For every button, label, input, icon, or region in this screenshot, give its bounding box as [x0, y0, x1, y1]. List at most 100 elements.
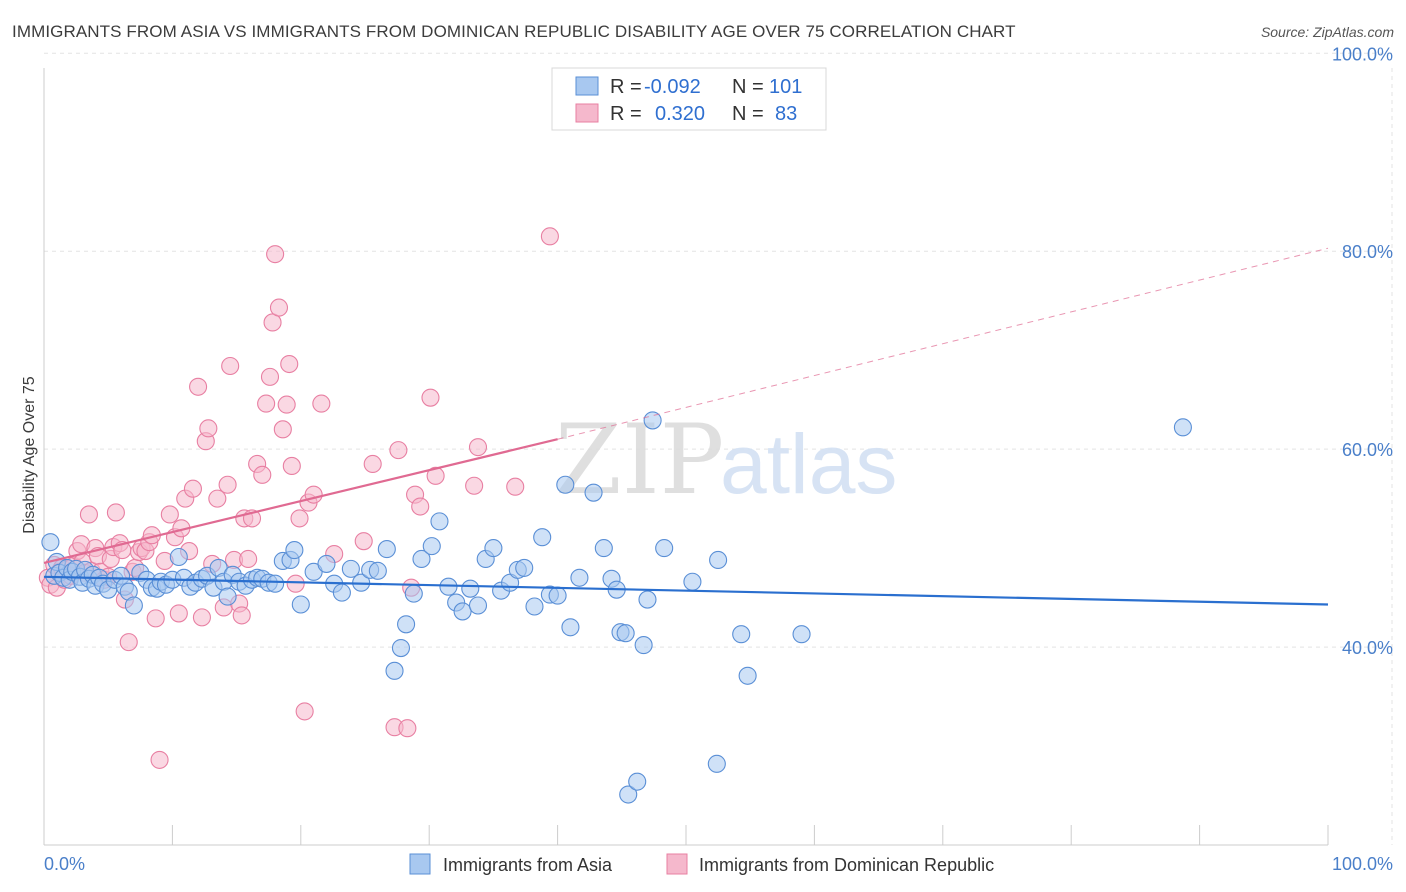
asia-point [397, 615, 416, 634]
asia-point [548, 586, 567, 605]
asia-point [317, 554, 336, 573]
asia-point [561, 618, 580, 637]
dominican-point [304, 485, 323, 504]
dominican-point [468, 438, 488, 457]
y-axis-title: Disability Age Over 75 [21, 376, 38, 534]
asia-point [368, 561, 387, 580]
trend-line-dominican [43, 438, 558, 565]
dominican-point [208, 489, 227, 508]
asia-point [453, 602, 472, 621]
dominican-point [398, 719, 417, 738]
asia-point [422, 537, 441, 556]
legend-dom-r: 0.320 [655, 103, 705, 125]
asia-point [404, 584, 423, 603]
dominican-point [160, 505, 179, 524]
asia-point [709, 550, 728, 570]
asia-point [430, 512, 449, 531]
dominican-point [290, 509, 309, 528]
dominican-point [269, 298, 289, 317]
dominican-point [277, 395, 296, 414]
dominican-point [411, 497, 430, 516]
top-legend: R = -0.092 N = 101 R = 0.320 N = 83 [551, 67, 827, 131]
dominican-point [282, 456, 301, 476]
asia-point [412, 549, 431, 569]
asia-point [468, 596, 488, 615]
y-tick-label: 100.0% [1332, 44, 1393, 64]
axes [43, 68, 1329, 846]
x-tick-label: 100.0% [1332, 854, 1393, 874]
asia-point [570, 568, 589, 587]
asia-point [124, 596, 143, 615]
dominican-point [169, 604, 188, 623]
asia-point [732, 625, 751, 644]
y-tick-label: 40.0% [1342, 638, 1393, 658]
chart-title: IMMIGRANTS FROM ASIA VS IMMIGRANTS FROM … [12, 22, 1016, 41]
asia-point [484, 539, 503, 558]
dominican-point [150, 750, 169, 769]
source-credit: Source: ZipAtlas.com [1260, 24, 1394, 40]
asia-point [584, 483, 603, 502]
asia-point [738, 666, 757, 685]
dominican-point [540, 227, 559, 246]
asia-point [218, 587, 237, 606]
asia-point [515, 558, 534, 577]
dominican-point [221, 356, 240, 376]
dominican-point [192, 608, 211, 627]
asia-point [377, 540, 396, 559]
asia-point [391, 639, 411, 658]
asia-point [1173, 418, 1192, 437]
bottom-legend-asia-label: Immigrants from Asia [443, 855, 613, 875]
watermark-zip: ZIP [555, 404, 724, 516]
dominican-point [295, 702, 314, 721]
asia-point [285, 541, 304, 560]
dominican-point [389, 441, 408, 460]
asia-point [41, 533, 60, 552]
asia-point [332, 583, 351, 602]
asia-point [594, 539, 613, 558]
legend-swatch-dom [575, 103, 599, 123]
asia-point [525, 597, 544, 616]
dominican-point [119, 633, 138, 652]
bottom-legend-dom-label: Immigrants from Dominican Republic [699, 855, 994, 875]
dominican-point [183, 479, 202, 498]
legend-asia-n-label: N = [732, 76, 764, 98]
asia-point [628, 772, 647, 791]
legend-asia-n: 101 [769, 76, 802, 98]
series-dominican-points [38, 227, 559, 769]
asia-point [266, 574, 285, 593]
x-tick-label: 0.0% [44, 854, 85, 874]
dominican-point [232, 606, 251, 625]
asia-point [385, 661, 404, 680]
asia-point [683, 572, 702, 591]
trend-line-dominican-extension [557, 247, 1329, 440]
dominican-point [363, 454, 382, 474]
trend-lines [43, 247, 1329, 606]
legend-swatch-asia [575, 76, 599, 96]
asia-point [556, 475, 575, 494]
asia-point [461, 579, 480, 598]
asia-point [169, 547, 188, 567]
dominican-point [426, 466, 445, 485]
y-tick-label: 60.0% [1342, 440, 1393, 460]
asia-point [291, 595, 310, 614]
dominican-point [79, 505, 98, 524]
series-asia-points [41, 411, 1192, 804]
dominican-point [106, 503, 125, 522]
watermark-atlas: atlas [720, 417, 897, 511]
dominican-point [239, 549, 258, 569]
asia-point [655, 539, 674, 558]
asia-point [643, 411, 662, 430]
legend-dom-n-label: N = [732, 103, 764, 125]
asia-point [533, 528, 552, 547]
watermark: ZIP atlas [555, 404, 897, 516]
bottom-legend-swatch-asia [409, 853, 431, 875]
dominican-point [465, 476, 484, 495]
dominican-point [266, 245, 285, 264]
legend-dom-r-label: R = [610, 103, 642, 125]
asia-point [792, 625, 811, 644]
asia-point [341, 559, 360, 578]
y-tick-label: 80.0% [1342, 242, 1393, 262]
dominican-point [199, 419, 218, 438]
asia-point [616, 624, 635, 643]
